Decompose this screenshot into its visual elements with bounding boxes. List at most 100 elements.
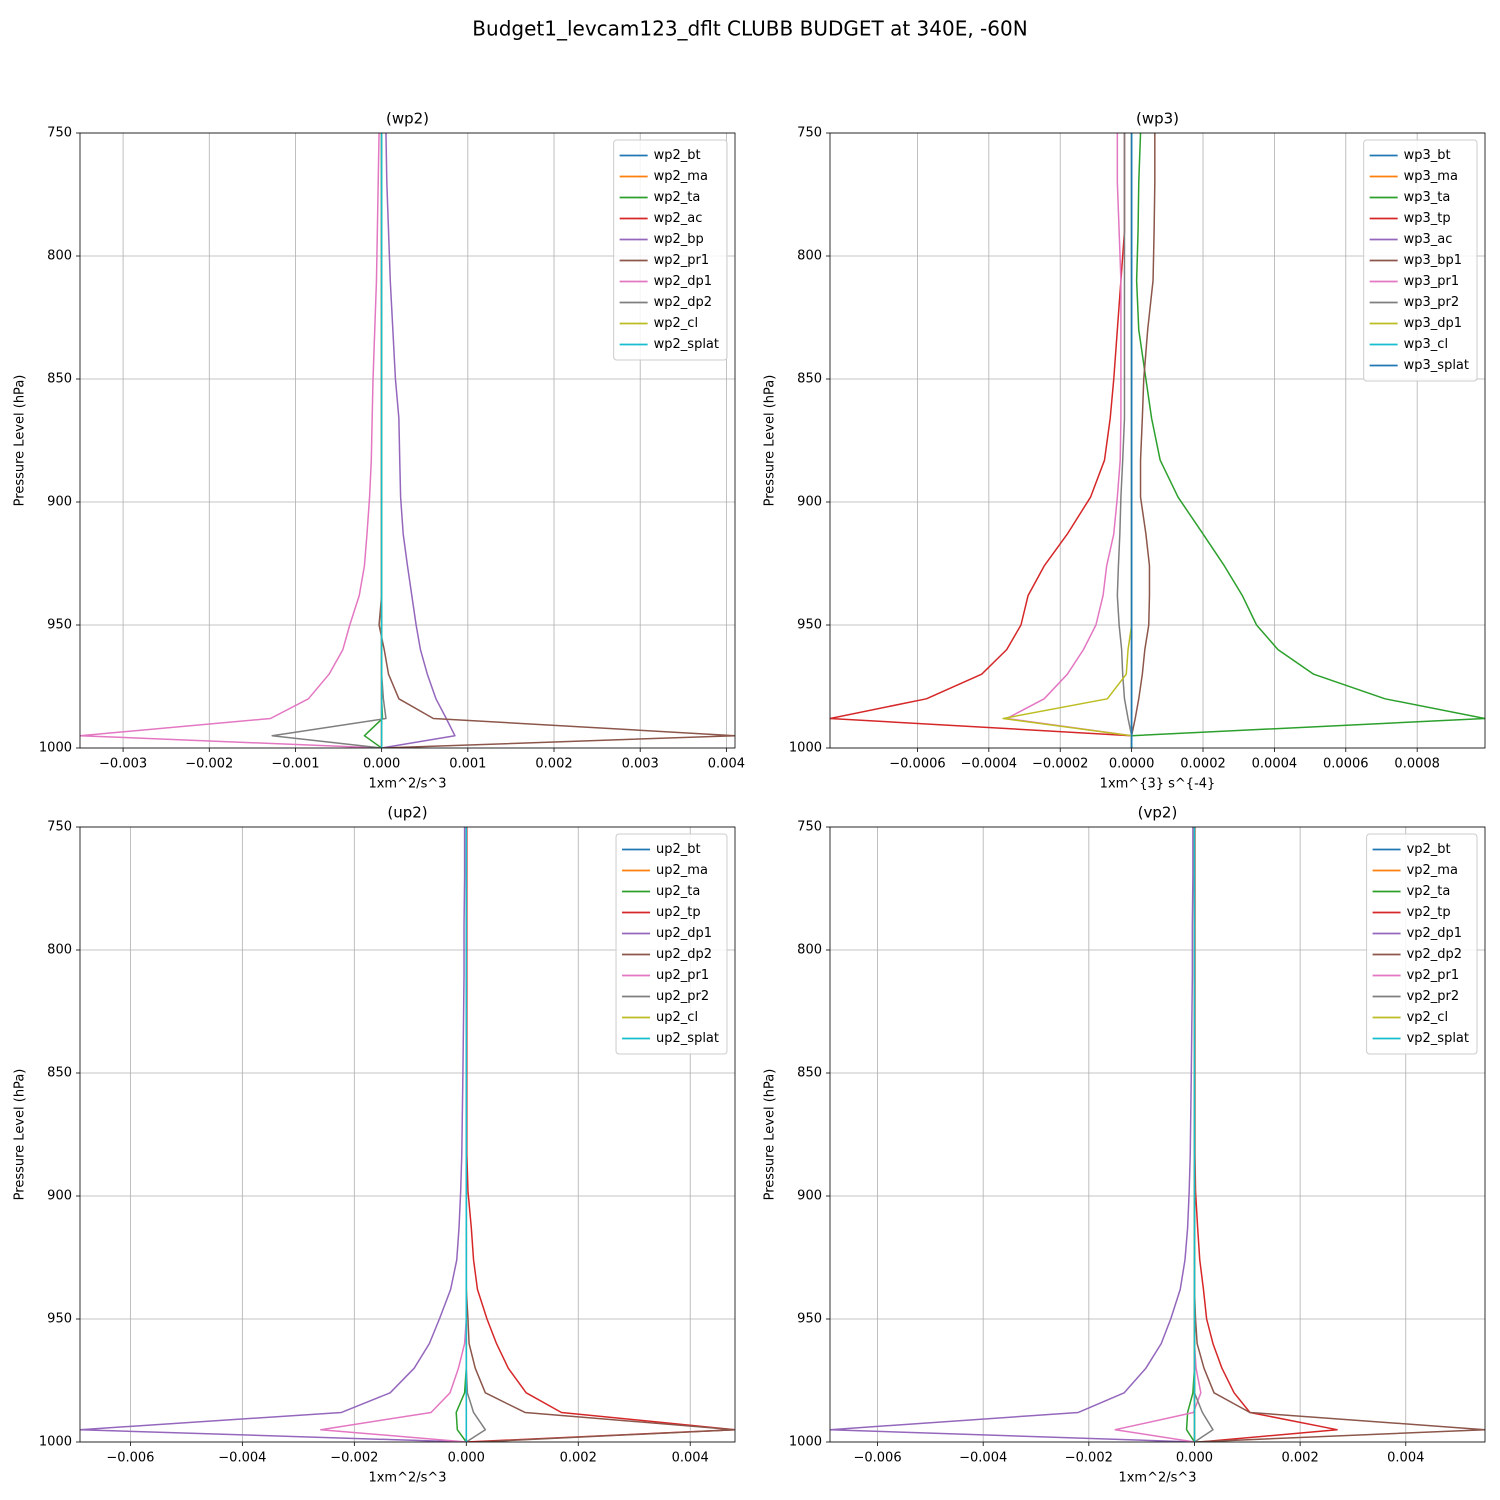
x-tick-label: −0.002 (185, 757, 233, 772)
legend-label: vp2_tp (1407, 905, 1451, 920)
legend-label: wp2_dp2 (654, 295, 712, 310)
x-tick-label: −0.0006 (889, 757, 945, 772)
x-axis-label: 1xm^2/s^3 (1118, 1471, 1196, 1486)
legend-label: wp2_ac (654, 211, 703, 226)
x-tick-label: 0.002 (560, 1451, 597, 1466)
x-tick-label: 0.0004 (1252, 757, 1298, 772)
x-tick-label: 0.003 (622, 757, 659, 772)
legend-label: wp3_tp (1404, 211, 1451, 226)
profile-line (1194, 827, 1338, 1442)
profile-line (80, 827, 467, 1442)
legend-label: up2_cl (656, 1010, 698, 1025)
legend-label: wp2_cl (654, 316, 698, 331)
legend-box (615, 833, 728, 1055)
legend-label: wp2_ma (654, 169, 708, 184)
legend-label: vp2_dp1 (1407, 926, 1463, 941)
legend-label: up2_tp (656, 905, 701, 920)
y-tick-label: 850 (47, 1066, 72, 1081)
x-tick-label: 0.004 (708, 757, 745, 772)
legend-box (613, 139, 728, 361)
y-tick-label: 900 (47, 1189, 72, 1204)
legend-label: wp3_bp1 (1404, 253, 1462, 268)
x-tick-label: 0.002 (1282, 1451, 1319, 1466)
x-tick-label: 0.000 (363, 757, 400, 772)
y-tick-label: 1000 (39, 1435, 72, 1450)
y-tick-label: 850 (47, 372, 72, 387)
y-axis-label: Pressure Level (hPa) (13, 375, 28, 507)
x-axis-label: 1xm^2/s^3 (368, 777, 446, 792)
profile-line (1005, 133, 1133, 748)
legend-label: up2_ma (656, 863, 708, 878)
y-tick-label: 950 (797, 618, 822, 633)
x-tick-label: 0.000 (448, 1451, 485, 1466)
profile-line (830, 827, 1195, 1442)
profile-line (319, 827, 468, 1442)
profile-line (381, 133, 456, 748)
x-axis-label: 1xm^2/s^3 (368, 1471, 446, 1486)
legend-label: wp3_ac (1404, 232, 1453, 247)
y-tick-label: 950 (47, 618, 72, 633)
legend-label: wp2_bt (654, 148, 701, 163)
x-tick-label: −0.001 (271, 757, 319, 772)
legend-label: up2_ta (656, 884, 700, 899)
y-tick-label: 800 (797, 249, 822, 264)
profile-line (1116, 133, 1133, 748)
y-tick-label: 900 (797, 495, 822, 510)
y-tick-label: 800 (47, 249, 72, 264)
legend-label: vp2_ma (1407, 863, 1458, 878)
legend-label: wp3_bt (1404, 148, 1451, 163)
y-tick-label: 800 (797, 943, 822, 958)
y-tick-label: 900 (797, 1189, 822, 1204)
legend-label: vp2_dp2 (1407, 947, 1463, 962)
y-tick-label: 850 (797, 372, 822, 387)
x-tick-label: 0.001 (449, 757, 486, 772)
profile-line (363, 133, 384, 748)
x-tick-label: 0.004 (1387, 1451, 1424, 1466)
x-tick-label: 0.002 (535, 757, 572, 772)
x-tick-label: 0.000 (1176, 1451, 1213, 1466)
x-tick-label: −0.004 (959, 1451, 1007, 1466)
legend-label: vp2_pr1 (1407, 968, 1460, 983)
y-tick-label: 750 (797, 820, 822, 835)
legend-box (1363, 139, 1478, 382)
y-axis-label: Pressure Level (hPa) (763, 1069, 778, 1201)
x-tick-label: 0.0006 (1323, 757, 1369, 772)
y-tick-label: 900 (47, 495, 72, 510)
legend-label: up2_splat (656, 1031, 719, 1046)
profile-line (80, 133, 382, 748)
legend-label: up2_bt (656, 842, 701, 857)
legend-label: wp3_splat (1404, 358, 1469, 373)
plot-frame (79, 826, 736, 1443)
x-tick-label: 0.0008 (1394, 757, 1440, 772)
y-tick-label: 1000 (789, 741, 822, 756)
x-tick-label: −0.006 (853, 1451, 901, 1466)
legend-label: wp2_bp (654, 232, 704, 247)
y-tick-label: 950 (797, 1312, 822, 1327)
legend-label: up2_dp2 (656, 947, 712, 962)
x-tick-label: −0.0004 (961, 757, 1017, 772)
x-tick-label: 0.0002 (1180, 757, 1226, 772)
legend-label: wp3_cl (1404, 337, 1448, 352)
legend-label: wp3_pr1 (1404, 274, 1460, 289)
y-tick-label: 950 (47, 1312, 72, 1327)
y-tick-label: 850 (797, 1066, 822, 1081)
profile-line (830, 133, 1133, 748)
legend-label: vp2_cl (1407, 1010, 1448, 1025)
legend-label: up2_pr1 (656, 968, 709, 983)
panel-title: (wp2) (386, 110, 429, 128)
legend-label: wp2_ta (654, 190, 701, 205)
plot-frame (829, 132, 1486, 749)
legend-label: up2_pr2 (656, 989, 709, 1004)
y-axis-label: Pressure Level (hPa) (13, 1069, 28, 1201)
legend-label: wp3_pr2 (1404, 295, 1460, 310)
legend-label: wp3_ma (1404, 169, 1458, 184)
x-tick-label: −0.0002 (1032, 757, 1088, 772)
figure-title: Budget1_levcam123_dflt CLUBB BUDGET at 3… (472, 17, 1027, 41)
y-tick-label: 750 (797, 126, 822, 141)
x-axis-label: 1xm^{3} s^{-4} (1100, 777, 1216, 792)
plot-frame (829, 826, 1486, 1443)
y-axis-label: Pressure Level (hPa) (763, 375, 778, 507)
x-tick-label: −0.006 (106, 1451, 154, 1466)
